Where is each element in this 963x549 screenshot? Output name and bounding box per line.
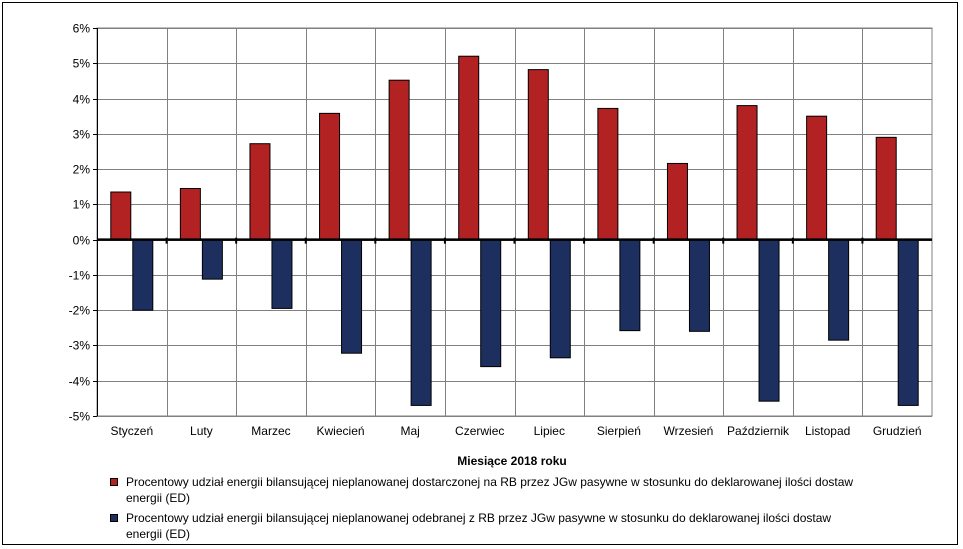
y-tick-label: 6% (73, 22, 91, 36)
y-tick-label: -3% (69, 339, 91, 353)
bar-received (619, 239, 641, 332)
y-tick-label: 2% (73, 163, 91, 177)
y-tick-label: 4% (73, 93, 91, 107)
legend-label-received: Procentowy udział energii bilansującej n… (126, 511, 832, 541)
y-tick-label: 3% (73, 128, 91, 142)
bar-received (828, 239, 850, 341)
bar-delivered (110, 191, 132, 241)
x-tick-label: Listopad (805, 424, 850, 438)
bar-received (897, 239, 919, 406)
bar-received (758, 239, 780, 402)
bar-delivered (875, 136, 897, 241)
bar-received (480, 239, 502, 368)
bar-delivered (597, 107, 619, 241)
bar-delivered (249, 143, 271, 241)
x-tick-label: Październik (727, 424, 790, 438)
y-tick-label: -2% (69, 304, 91, 318)
bar-delivered (458, 55, 480, 241)
legend-swatch-blue (110, 514, 118, 522)
legend-item-delivered: Procentowy udział energii bilansującej n… (110, 474, 870, 506)
bar-delivered (527, 69, 549, 241)
x-tick-label: Marzec (251, 424, 290, 438)
grid-layer (96, 27, 933, 417)
legend-swatch-red (110, 478, 118, 486)
bar-delivered (388, 79, 410, 241)
x-tick-label: Grudzień (873, 424, 922, 438)
bar-delivered (806, 115, 828, 241)
legend-label-delivered: Procentowy udział energii bilansującej n… (126, 475, 854, 505)
x-tick-label: Czerwiec (455, 424, 504, 438)
y-tick-label: -5% (69, 410, 91, 424)
bar-received (132, 239, 154, 311)
y-tick-label: -1% (69, 269, 91, 283)
legend: Procentowy udział energii bilansującej n… (110, 474, 870, 542)
y-tick-label: 1% (73, 198, 91, 212)
axis-layer: 6% 5% 4% 3% 2% 1% 0% -1% -2% -3% -4% -5% Styczeń Luty… (69, 22, 932, 438)
x-axis-title: Miesiące 2018 roku (457, 454, 566, 468)
bar-received (688, 239, 710, 332)
y-tick-label: 5% (73, 57, 91, 71)
legend-item-received: Procentowy udział energii bilansującej n… (110, 510, 870, 542)
bar-received (549, 239, 571, 359)
bar-delivered (179, 187, 201, 241)
y-tick-label: -4% (69, 375, 91, 389)
bar-delivered (666, 162, 688, 241)
x-tick-label: Luty (190, 424, 213, 438)
x-tick-label: Lipiec (534, 424, 565, 438)
x-tick-label: Wrzesień (664, 424, 714, 438)
x-tick-label: Maj (400, 424, 419, 438)
bar-delivered (319, 112, 341, 241)
x-tick-label: Styczeń (110, 424, 153, 438)
bar-received (410, 239, 432, 406)
bar-received (271, 239, 293, 309)
y-tick-label: 0% (73, 234, 91, 248)
bar-received (201, 239, 223, 280)
x-tick-label: Kwiecień (317, 424, 365, 438)
bar-delivered (736, 105, 758, 241)
x-tick-label: Sierpień (597, 424, 641, 438)
bar-received (341, 239, 363, 354)
bars-layer (110, 55, 919, 406)
